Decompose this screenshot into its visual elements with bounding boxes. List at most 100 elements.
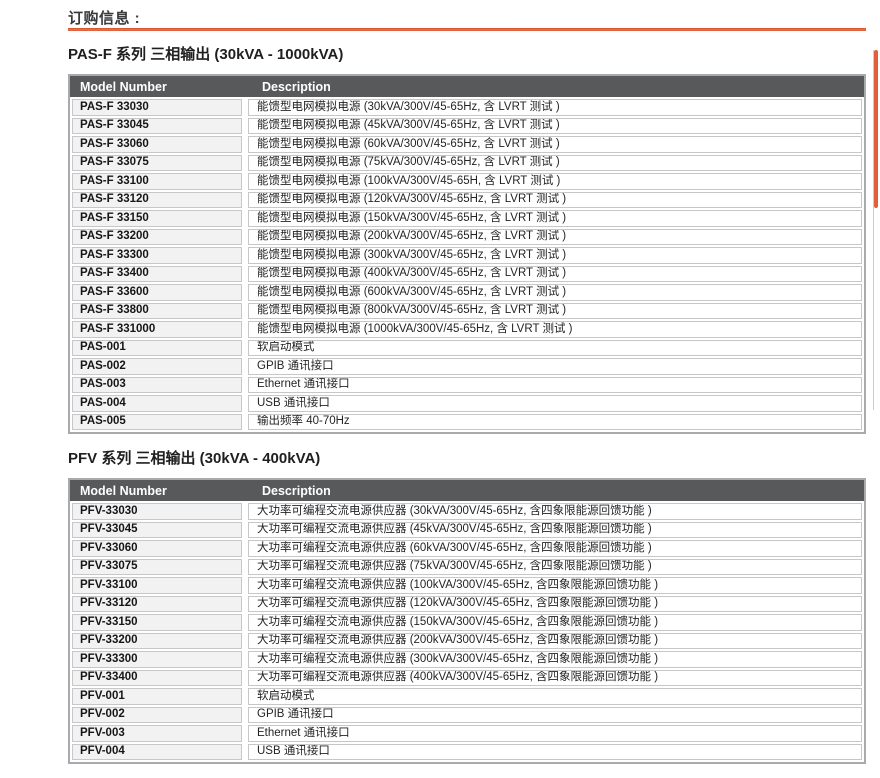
description-cell: 能馈型电网模拟电源 (120kVA/300V/45-65Hz, 含 LVRT 测… [248, 191, 862, 208]
model-number-cell: PAS-F 33600 [72, 284, 242, 301]
model-number-cell: PFV-33060 [72, 540, 242, 557]
table-row: PFV-33300 大功率可编程交流电源供应器 (300kVA/300V/45-… [72, 651, 862, 668]
scrollbar-thumb[interactable] [874, 50, 878, 208]
description-cell: 软启动模式 [248, 339, 862, 356]
table-row: PAS-F 33100 能馈型电网模拟电源 (100kVA/300V/45-65… [72, 173, 862, 190]
table-row: PAS-F 33030 能馈型电网模拟电源 (30kVA/300V/45-65H… [72, 99, 862, 116]
table-body: PAS-F 33030 能馈型电网模拟电源 (30kVA/300V/45-65H… [70, 97, 864, 432]
table-row: PFV-33400 大功率可编程交流电源供应器 (400kVA/300V/45-… [72, 669, 862, 686]
table-row: PAS-002 GPIB 通讯接口 [72, 358, 862, 375]
description-cell: 大功率可编程交流电源供应器 (400kVA/300V/45-65Hz, 含四象限… [248, 669, 862, 686]
model-number-cell: PAS-F 33120 [72, 191, 242, 208]
model-number-cell: PFV-33100 [72, 577, 242, 594]
table-row: PAS-003 Ethernet 通讯接口 [72, 376, 862, 393]
table-row: PAS-004 USB 通讯接口 [72, 395, 862, 412]
description-cell: Ethernet 通讯接口 [248, 725, 862, 742]
description-cell: 大功率可编程交流电源供应器 (150kVA/300V/45-65Hz, 含四象限… [248, 614, 862, 631]
description-cell: 大功率可编程交流电源供应器 (75kVA/300V/45-65Hz, 含四象限能… [248, 558, 862, 575]
table-row: PAS-F 33045 能馈型电网模拟电源 (45kVA/300V/45-65H… [72, 117, 862, 134]
model-number-cell: PFV-33400 [72, 669, 242, 686]
model-number-cell: PAS-F 33100 [72, 173, 242, 190]
table-row: PFV-33075 大功率可编程交流电源供应器 (75kVA/300V/45-6… [72, 558, 862, 575]
product-section: PFV 系列 三相输出 (30kVA - 400kVA) Model Numbe… [68, 450, 866, 764]
table-row: PAS-F 33060 能馈型电网模拟电源 (60kVA/300V/45-65H… [72, 136, 862, 153]
table-row: PFV-002 GPIB 通讯接口 [72, 706, 862, 723]
model-number-cell: PAS-F 331000 [72, 321, 242, 338]
table-row: PFV-004 USB 通讯接口 [72, 743, 862, 760]
model-number-cell: PAS-F 33150 [72, 210, 242, 227]
table-row: PFV-33150 大功率可编程交流电源供应器 (150kVA/300V/45-… [72, 614, 862, 631]
model-number-cell: PAS-004 [72, 395, 242, 412]
model-number-cell: PFV-33200 [72, 632, 242, 649]
model-number-cell: PAS-005 [72, 413, 242, 430]
table-row: PAS-F 33300 能馈型电网模拟电源 (300kVA/300V/45-65… [72, 247, 862, 264]
column-header-description: Description [262, 79, 331, 94]
description-cell: GPIB 通讯接口 [248, 358, 862, 375]
sections-container: PAS-F 系列 三相输出 (30kVA - 1000kVA) Model Nu… [68, 46, 866, 764]
accent-divider [68, 28, 866, 31]
table-row: PFV-33200 大功率可编程交流电源供应器 (200kVA/300V/45-… [72, 632, 862, 649]
model-number-cell: PAS-F 33030 [72, 99, 242, 116]
model-number-cell: PFV-33075 [72, 558, 242, 575]
column-header-model: Model Number [80, 79, 167, 94]
description-cell: 大功率可编程交流电源供应器 (100kVA/300V/45-65Hz, 含四象限… [248, 577, 862, 594]
model-number-cell: PAS-F 33060 [72, 136, 242, 153]
description-cell: 能馈型电网模拟电源 (800kVA/300V/45-65Hz, 含 LVRT 测… [248, 302, 862, 319]
description-cell: 大功率可编程交流电源供应器 (300kVA/300V/45-65Hz, 含四象限… [248, 651, 862, 668]
column-header-model: Model Number [80, 483, 167, 498]
description-cell: 能馈型电网模拟电源 (100kVA/300V/45-65H, 含 LVRT 测试… [248, 173, 862, 190]
table-row: PFV-33030 大功率可编程交流电源供应器 (30kVA/300V/45-6… [72, 503, 862, 520]
table-row: PAS-F 33800 能馈型电网模拟电源 (800kVA/300V/45-65… [72, 302, 862, 319]
scrollbar-track[interactable] [873, 50, 874, 410]
order-table: Model Number Description PFV-33030 大功率可编… [68, 478, 866, 764]
description-cell: GPIB 通讯接口 [248, 706, 862, 723]
page-title: 订购信息 : [68, 10, 141, 27]
description-cell: 大功率可编程交流电源供应器 (30kVA/300V/45-65Hz, 含四象限能… [248, 503, 862, 520]
model-number-cell: PFV-003 [72, 725, 242, 742]
table-row: PFV-33045 大功率可编程交流电源供应器 (45kVA/300V/45-6… [72, 521, 862, 538]
section-heading: PAS-F 系列 三相输出 (30kVA - 1000kVA) [68, 46, 344, 63]
table-body: PFV-33030 大功率可编程交流电源供应器 (30kVA/300V/45-6… [70, 501, 864, 762]
description-cell: 能馈型电网模拟电源 (1000kVA/300V/45-65Hz, 含 LVRT … [248, 321, 862, 338]
description-cell: 能馈型电网模拟电源 (400kVA/300V/45-65Hz, 含 LVRT 测… [248, 265, 862, 282]
description-cell: Ethernet 通讯接口 [248, 376, 862, 393]
description-cell: 能馈型电网模拟电源 (200kVA/300V/45-65Hz, 含 LVRT 测… [248, 228, 862, 245]
description-cell: 软启动模式 [248, 688, 862, 705]
model-number-cell: PAS-F 33800 [72, 302, 242, 319]
model-number-cell: PFV-33030 [72, 503, 242, 520]
description-cell: 能馈型电网模拟电源 (300kVA/300V/45-65Hz, 含 LVRT 测… [248, 247, 862, 264]
table-row: PAS-F 331000 能馈型电网模拟电源 (1000kVA/300V/45-… [72, 321, 862, 338]
model-number-cell: PFV-004 [72, 743, 242, 760]
section-heading: PFV 系列 三相输出 (30kVA - 400kVA) [68, 450, 321, 467]
model-number-cell: PAS-F 33200 [72, 228, 242, 245]
table-row: PFV-33120 大功率可编程交流电源供应器 (120kVA/300V/45-… [72, 595, 862, 612]
table-row: PFV-33060 大功率可编程交流电源供应器 (60kVA/300V/45-6… [72, 540, 862, 557]
description-cell: USB 通讯接口 [248, 743, 862, 760]
table-row: PAS-001 软启动模式 [72, 339, 862, 356]
order-table: Model Number Description PAS-F 33030 能馈型… [68, 74, 866, 434]
model-number-cell: PAS-003 [72, 376, 242, 393]
table-row: PFV-33100 大功率可编程交流电源供应器 (100kVA/300V/45-… [72, 577, 862, 594]
table-header-row: Model Number Description [70, 76, 864, 97]
model-number-cell: PAS-F 33045 [72, 117, 242, 134]
description-cell: 大功率可编程交流电源供应器 (120kVA/300V/45-65Hz, 含四象限… [248, 595, 862, 612]
description-cell: 能馈型电网模拟电源 (150kVA/300V/45-65Hz, 含 LVRT 测… [248, 210, 862, 227]
model-number-cell: PAS-001 [72, 339, 242, 356]
description-cell: 能馈型电网模拟电源 (600kVA/300V/45-65Hz, 含 LVRT 测… [248, 284, 862, 301]
table-row: PAS-F 33075 能馈型电网模拟电源 (75kVA/300V/45-65H… [72, 154, 862, 171]
description-cell: 大功率可编程交流电源供应器 (200kVA/300V/45-65Hz, 含四象限… [248, 632, 862, 649]
description-cell: 大功率可编程交流电源供应器 (45kVA/300V/45-65Hz, 含四象限能… [248, 521, 862, 538]
model-number-cell: PAS-F 33400 [72, 265, 242, 282]
description-cell: USB 通讯接口 [248, 395, 862, 412]
description-cell: 能馈型电网模拟电源 (60kVA/300V/45-65Hz, 含 LVRT 测试… [248, 136, 862, 153]
model-number-cell: PFV-33045 [72, 521, 242, 538]
model-number-cell: PFV-33300 [72, 651, 242, 668]
description-cell: 能馈型电网模拟电源 (30kVA/300V/45-65Hz, 含 LVRT 测试… [248, 99, 862, 116]
model-number-cell: PFV-33120 [72, 595, 242, 612]
description-cell: 输出频率 40-70Hz [248, 413, 862, 430]
table-row: PAS-F 33120 能馈型电网模拟电源 (120kVA/300V/45-65… [72, 191, 862, 208]
document-content: 订购信息 : PAS-F 系列 三相输出 (30kVA - 1000kVA) M… [68, 0, 866, 764]
table-row: PAS-005 输出频率 40-70Hz [72, 413, 862, 430]
column-header-description: Description [262, 483, 331, 498]
model-number-cell: PAS-002 [72, 358, 242, 375]
